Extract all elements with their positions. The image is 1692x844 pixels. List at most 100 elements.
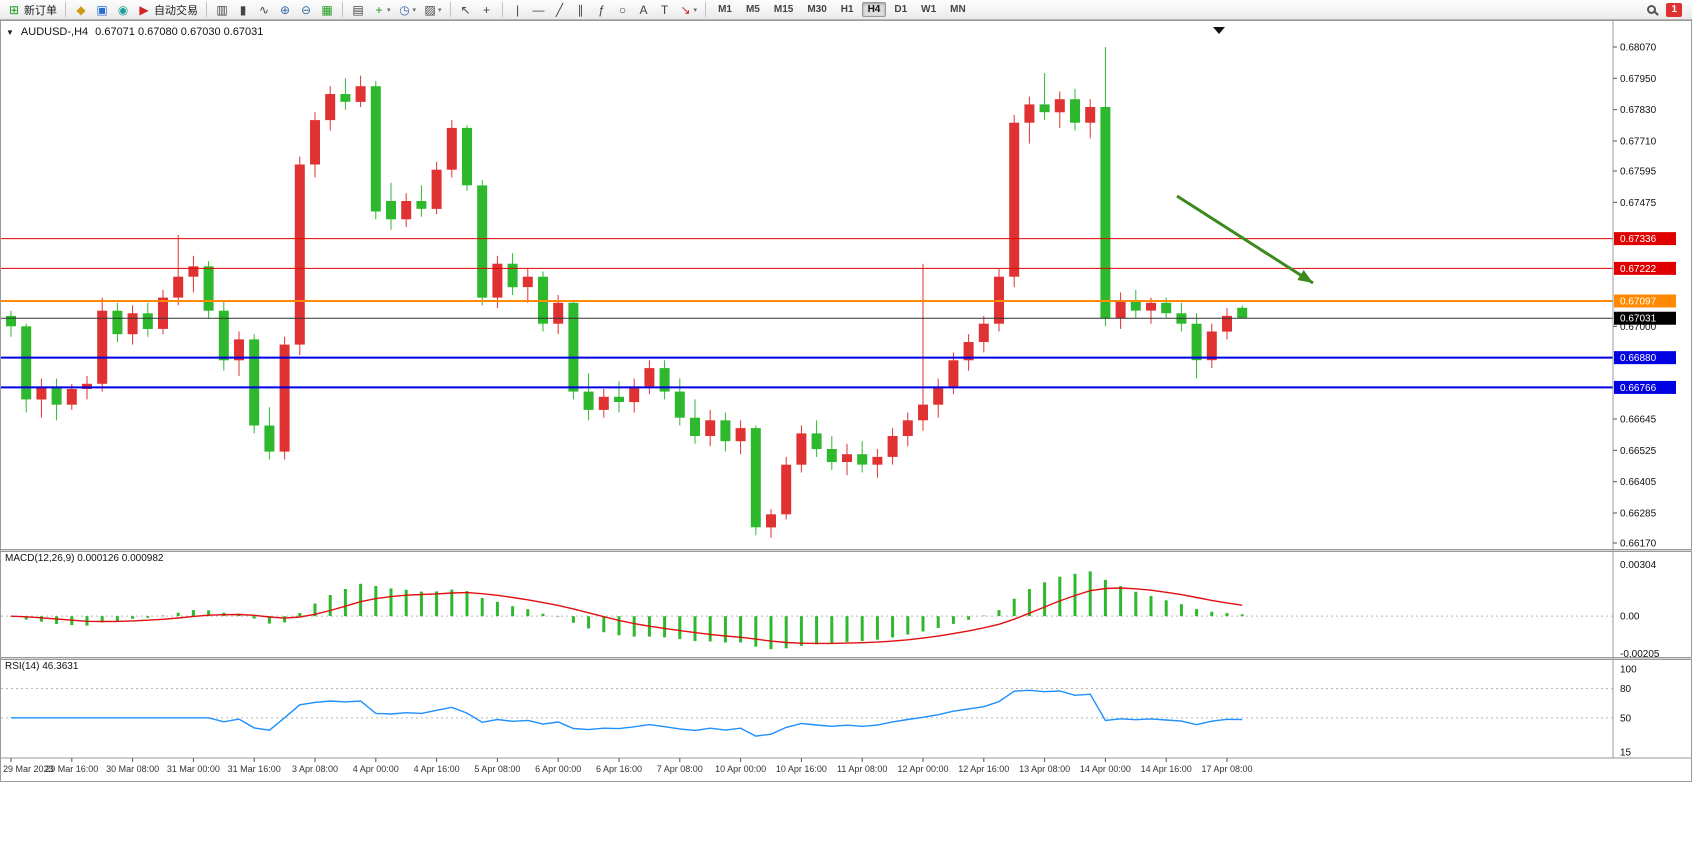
toolbar-separator (65, 2, 66, 17)
svg-text:50: 50 (1620, 713, 1632, 724)
new-order-button[interactable]: ⊞ 新订单 (4, 1, 60, 19)
svg-text:0.67097: 0.67097 (1620, 297, 1657, 308)
autotrading-button[interactable]: ▶ 自动交易 (134, 1, 201, 19)
timeframe-h1[interactable]: H1 (840, 4, 854, 15)
fibonacci-button[interactable]: ƒ (592, 1, 612, 19)
svg-text:11 Apr 08:00: 11 Apr 08:00 (837, 764, 887, 774)
svg-text:14 Apr 00:00: 14 Apr 00:00 (1080, 764, 1131, 774)
svg-text:17 Apr 08:00: 17 Apr 08:00 (1201, 764, 1252, 774)
ohlc-readout: 0.67071 0.67080 0.67030 0.67031 (95, 26, 264, 38)
chart-window: 0.68070 0.67950 0.67830 0.67710 0.67595 0.674… (0, 20, 1692, 782)
timeframe-h4[interactable]: H4 (861, 2, 887, 17)
zoom-in-button[interactable]: ⊕ (275, 1, 295, 19)
price-axis-labels: 0.68070 0.67950 0.67830 0.67710 0.67595 0.674… (1613, 43, 1657, 550)
shapes-button[interactable]: ○ (613, 1, 633, 19)
templates-button[interactable]: ▨ ▾ (420, 1, 445, 19)
timeframe-m15[interactable]: M15 (773, 4, 794, 15)
toolbar-separator (206, 2, 207, 17)
svg-text:0.67031: 0.67031 (1620, 314, 1657, 325)
timeframe-m30[interactable]: M30 (807, 4, 827, 15)
text-label-button[interactable]: T (655, 1, 675, 19)
navigator-button[interactable]: ◉ (113, 1, 133, 19)
timeframe-m5[interactable]: M5 (745, 4, 760, 15)
toolbar-separator (449, 2, 451, 17)
symbol-period-label: AUDUSD-,H4 (20, 26, 89, 38)
chart-canvas[interactable]: 0.68070 0.67950 0.67830 0.67710 0.67595 0.674… (1, 21, 1692, 783)
svg-text:0.66525: 0.66525 (1620, 446, 1657, 457)
channel-icon: ∥ (577, 2, 584, 17)
candlestick-chart-icon: ▮ (239, 2, 247, 17)
svg-text:14 Apr 16:00: 14 Apr 16:00 (1141, 764, 1192, 774)
svg-text:0.00: 0.00 (1620, 612, 1640, 623)
crosshair-button[interactable]: + (477, 1, 497, 19)
toolbar-separator (342, 2, 343, 17)
pane-splitter[interactable] (1, 657, 1692, 660)
price-axis-badge: 0.66880 (1614, 351, 1676, 365)
cursor-button[interactable]: ↖ (456, 1, 476, 19)
svg-text:29 Mar 2023: 29 Mar 2023 (3, 764, 54, 774)
shapes-icon: ○ (618, 2, 627, 17)
text-button[interactable]: A (634, 1, 654, 19)
svg-text:0.67950: 0.67950 (1620, 74, 1657, 85)
trend-arrow-annotation[interactable] (1176, 194, 1314, 285)
toolbar-separator (501, 2, 503, 17)
marketwatch-button[interactable]: ◆ (71, 1, 91, 19)
svg-text:13 Apr 08:00: 13 Apr 08:00 (1019, 764, 1070, 774)
timeframe-mn[interactable]: MN (950, 4, 966, 15)
arrange-windows-button[interactable]: ▤ (348, 1, 368, 19)
notification-badge[interactable]: 1 (1666, 2, 1682, 17)
indicators-button[interactable]: + ▾ (369, 1, 394, 19)
templates-icon: ▨ (424, 2, 436, 17)
data-window-icon: ▣ (96, 2, 108, 17)
horizontal-line-button[interactable]: — (529, 1, 549, 19)
svg-text:0.67475: 0.67475 (1620, 198, 1657, 209)
fibonacci-icon: ƒ (598, 2, 605, 17)
arrow-objects-button[interactable]: ↘ ▾ (676, 1, 701, 19)
tile-windows-button[interactable]: ▦ (317, 1, 337, 19)
svg-text:0.66170: 0.66170 (1620, 539, 1657, 550)
candlestick-series (6, 47, 1248, 538)
svg-text:30 Mar 08:00: 30 Mar 08:00 (106, 764, 159, 774)
rsi-indicator-label: RSI(14) 46.3631 (5, 661, 79, 672)
arrow-objects-icon: ↘ (680, 2, 691, 17)
svg-text:10 Apr 00:00: 10 Apr 00:00 (715, 764, 766, 774)
price-axis-badge: 0.67031 (1614, 311, 1676, 325)
line-chart-button[interactable]: ∿ (254, 1, 274, 19)
channel-button[interactable]: ∥ (571, 1, 591, 19)
text-icon: A (639, 2, 648, 17)
timeframe-w1[interactable]: W1 (921, 4, 937, 15)
periods-button[interactable]: ◷ ▾ (395, 1, 420, 19)
chevron-down-icon: ▾ (387, 6, 391, 14)
trendline-button[interactable]: ╱ (550, 1, 570, 19)
horizontal-line-icon: — (532, 2, 545, 17)
svg-text:10 Apr 16:00: 10 Apr 16:00 (776, 764, 827, 774)
pane-splitter[interactable] (1, 549, 1692, 552)
new-order-label: 新订单 (24, 4, 57, 17)
arrange-windows-icon: ▤ (352, 2, 364, 17)
chart-marker-icon (1213, 27, 1225, 34)
tile-windows-icon: ▦ (321, 2, 333, 17)
search-icon[interactable] (1647, 5, 1657, 14)
chevron-down-icon: ▾ (438, 6, 442, 14)
data-window-button[interactable]: ▣ (92, 1, 112, 19)
svg-text:31 Mar 00:00: 31 Mar 00:00 (167, 764, 220, 774)
svg-text:80: 80 (1620, 684, 1632, 695)
macd-histogram (9, 571, 1244, 650)
timeframe-d1[interactable]: D1 (894, 4, 908, 15)
bar-chart-button[interactable]: ▥ (212, 1, 232, 19)
svg-text:0.66645: 0.66645 (1620, 415, 1657, 426)
timeframe-m1[interactable]: M1 (718, 4, 732, 15)
candlestick-chart-button[interactable]: ▮ (233, 1, 253, 19)
svg-text:3 Apr 08:00: 3 Apr 08:00 (292, 764, 338, 774)
line-chart-icon: ∿ (258, 2, 270, 17)
svg-text:0.66766: 0.66766 (1620, 383, 1657, 394)
zoom-out-button[interactable]: ⊖ (296, 1, 316, 19)
main-toolbar: ⊞ 新订单 ◆ ▣ ◉ ▶ 自动交易 ▥ ▮ ∿ ⊕ ⊖ ▦ ▤ + ▾ ◷ ▾ ▨… (0, 0, 1692, 20)
svg-text:4 Apr 00:00: 4 Apr 00:00 (353, 764, 399, 774)
svg-text:31 Mar 16:00: 31 Mar 16:00 (228, 764, 281, 774)
autotrading-icon: ▶ (139, 2, 149, 17)
vertical-line-button[interactable]: | (508, 1, 528, 19)
collapse-icon[interactable]: ▼ (6, 28, 14, 37)
svg-text:0.67336: 0.67336 (1620, 234, 1657, 245)
